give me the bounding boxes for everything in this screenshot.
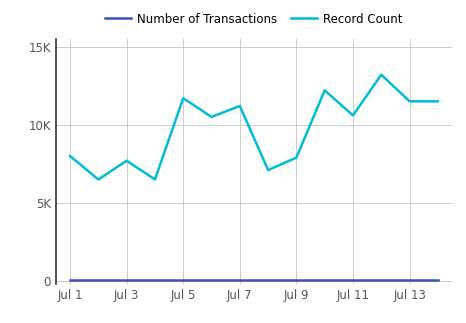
Legend: Number of Transactions, Record Count: Number of Transactions, Record Count	[101, 8, 407, 30]
